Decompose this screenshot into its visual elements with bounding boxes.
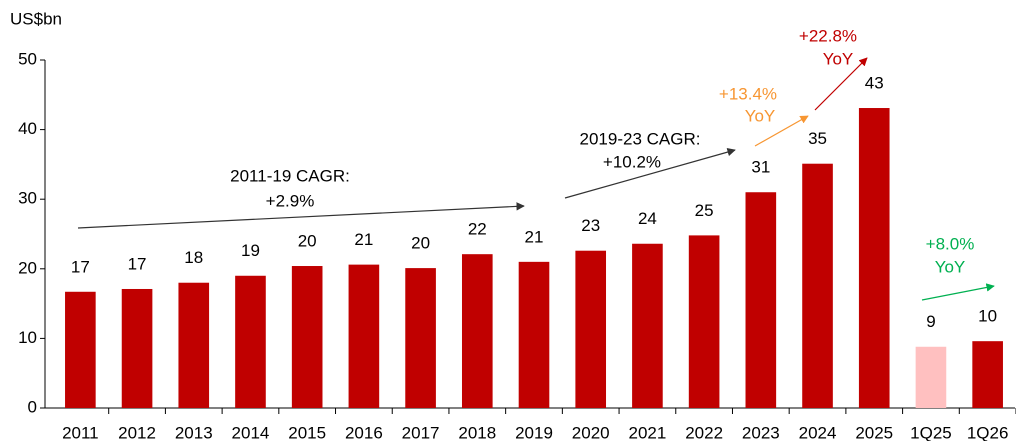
- x-tick-label: 2017: [402, 423, 440, 441]
- value-label: 23: [581, 216, 600, 235]
- bar: [348, 264, 380, 408]
- x-tick-label: 2016: [345, 423, 383, 441]
- value-label: 22: [468, 220, 487, 239]
- bar: [688, 235, 720, 408]
- bar: [121, 288, 153, 408]
- y-tick-label: 30: [18, 189, 37, 208]
- x-tick-label: 2019: [515, 423, 553, 441]
- arrow: [754, 115, 809, 147]
- x-tick-label: 2014: [232, 423, 270, 441]
- x-tick-label: 2025: [855, 423, 893, 441]
- arrow: [814, 57, 868, 111]
- value-label: 19: [241, 241, 260, 260]
- annotation: YoY: [823, 49, 854, 68]
- bar: [405, 268, 436, 408]
- bar: [915, 346, 947, 408]
- bar: [972, 341, 1003, 408]
- bar: [632, 243, 663, 408]
- annotation: YoY: [745, 106, 776, 125]
- annotation: +22.8%: [799, 26, 857, 45]
- arrow: [77, 202, 525, 229]
- value-label: 20: [411, 234, 430, 253]
- x-tick-label: 2015: [288, 423, 326, 441]
- annotation: YoY: [935, 257, 966, 276]
- x-tick-label: 1Q26: [967, 423, 1009, 441]
- bar: [518, 261, 550, 408]
- annotation: +2.9%: [266, 191, 315, 210]
- annotation: +13.4%: [719, 84, 777, 103]
- bar: [178, 282, 210, 408]
- value-label: 24: [638, 209, 657, 228]
- x-tick-label: 2021: [628, 423, 666, 441]
- annotation: +8.0%: [926, 234, 975, 253]
- value-label: 25: [695, 201, 714, 220]
- y-tick-label: 50: [18, 49, 37, 68]
- bar: [291, 266, 323, 408]
- arrow: [921, 283, 995, 301]
- annotation: +10.2%: [603, 152, 661, 171]
- value-label: 9: [926, 312, 935, 331]
- value-label: 17: [71, 257, 90, 276]
- value-label: 21: [354, 230, 373, 249]
- annotation: 2019-23 CAGR:: [580, 129, 701, 148]
- y-axis-label: US$bn: [10, 9, 62, 28]
- bar: [802, 163, 833, 408]
- y-tick-label: 10: [18, 328, 37, 347]
- x-tick-label: 2013: [175, 423, 213, 441]
- value-label: 35: [808, 129, 827, 148]
- x-tick-label: 2018: [458, 423, 496, 441]
- bar: [575, 250, 607, 408]
- x-tick-label: 2023: [742, 423, 780, 441]
- x-tick-label: 2022: [685, 423, 723, 441]
- x-tick-label: 2012: [118, 423, 156, 441]
- value-label: 18: [184, 248, 203, 267]
- x-tick-label: 2011: [62, 423, 99, 441]
- y-tick-label: 0: [28, 397, 37, 416]
- bar: [461, 254, 493, 408]
- value-label: 10: [978, 307, 997, 326]
- bar: [235, 275, 266, 408]
- bar: [745, 192, 777, 408]
- bar: [858, 108, 890, 409]
- value-label: 20: [298, 232, 317, 251]
- value-label: 31: [751, 158, 770, 177]
- annotation: 2011-19 CAGR:: [230, 166, 350, 185]
- value-label: 17: [128, 254, 147, 273]
- arrow: [564, 148, 736, 199]
- x-tick-label: 2024: [799, 423, 837, 441]
- value-label: 21: [525, 227, 544, 246]
- bar: [65, 291, 96, 408]
- value-label: 43: [865, 74, 884, 93]
- x-tick-label: 2020: [572, 423, 610, 441]
- y-tick-label: 20: [18, 258, 37, 277]
- y-tick-label: 40: [18, 119, 37, 138]
- x-tick-label: 1Q25: [910, 423, 952, 441]
